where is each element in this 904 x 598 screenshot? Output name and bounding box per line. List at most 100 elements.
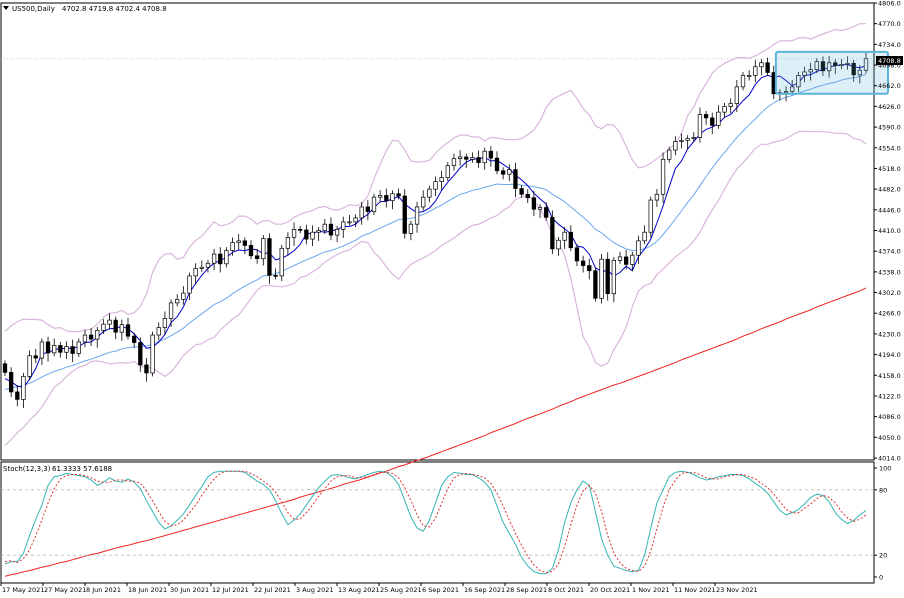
candle — [507, 164, 512, 182]
candle-body-down — [138, 342, 143, 366]
candle — [623, 250, 629, 270]
x-tick-label: 18 Jun 2021 — [128, 586, 167, 594]
candle — [710, 112, 715, 134]
candle-body-up — [439, 177, 444, 183]
candle-body-up — [27, 355, 32, 377]
candle-body-up — [230, 242, 235, 251]
candle — [464, 153, 469, 168]
candle-body-up — [76, 341, 81, 354]
candle-body-up — [341, 221, 346, 230]
candle — [291, 222, 297, 247]
x-tick-label: 3 Aug 2021 — [296, 586, 334, 594]
candle-body-up — [746, 75, 752, 77]
candle-body-up — [451, 158, 457, 166]
candle-body-up — [433, 181, 438, 190]
candle — [113, 316, 118, 340]
stoch-panel-border — [0, 461, 875, 584]
candle — [593, 267, 598, 302]
candle — [255, 248, 260, 264]
candle — [728, 98, 733, 114]
candle-body-up — [722, 106, 727, 113]
candle-body-up — [857, 69, 862, 76]
candle — [27, 350, 32, 380]
candle-body-up — [359, 206, 364, 219]
candle — [427, 185, 432, 203]
chart-header: US500,Daily 4702.8 4719.8 4702.4 4708.8 — [3, 5, 167, 13]
y-tick-label: 4554.0 — [878, 144, 901, 152]
y-tick-label: 4806.0 — [878, 0, 901, 8]
candle — [402, 189, 407, 239]
candle — [52, 338, 57, 357]
candle — [679, 133, 684, 149]
candle — [697, 107, 703, 143]
y-tick-label: 4266.0 — [878, 310, 901, 318]
candle-body-down — [544, 207, 549, 218]
candle — [390, 190, 395, 210]
candle-body-down — [2, 363, 8, 373]
candle-body-up — [421, 196, 426, 208]
candle-body-down — [605, 258, 610, 295]
y-tick-label: 4590.0 — [878, 124, 901, 132]
candle-body-up — [162, 318, 168, 328]
candle-body-down — [15, 391, 20, 400]
price-label: 4708.8 — [876, 56, 903, 65]
candle — [365, 200, 370, 221]
x-tick-label: 22 Jul 2021 — [254, 586, 291, 594]
y-tick-label: 4050.0 — [878, 434, 901, 442]
candle — [691, 132, 696, 143]
candle-body-up — [826, 62, 832, 72]
candle — [790, 79, 795, 95]
y-tick-label: 4302.0 — [878, 289, 901, 297]
x-tick-label: 12 Jul 2021 — [212, 586, 249, 594]
candle — [759, 59, 764, 76]
candle — [82, 329, 88, 348]
candle — [205, 259, 211, 273]
candle-body-down — [9, 372, 14, 393]
candle-body-up — [790, 86, 795, 92]
candle-body-up — [740, 75, 746, 88]
bollinger-upper — [4, 23, 866, 333]
candle — [199, 260, 204, 272]
y-tick-label: 4194.0 — [878, 351, 901, 359]
candle — [556, 236, 561, 256]
candle — [642, 225, 647, 245]
y-tick-label: 4482.0 — [878, 186, 901, 194]
candle-body-up — [291, 229, 297, 238]
dropdown-arrow-icon[interactable] — [3, 6, 9, 10]
candle-body-up — [156, 327, 161, 336]
candle — [76, 338, 81, 357]
candle-body-down — [710, 117, 715, 126]
candle-body-up — [611, 260, 616, 295]
candle — [15, 385, 20, 407]
candle-body-down — [488, 150, 493, 159]
candle — [175, 294, 180, 307]
candle — [648, 196, 653, 238]
y-tick-label: 4662.0 — [878, 82, 901, 90]
candle — [537, 204, 543, 218]
candle-body-down — [273, 274, 278, 277]
candle — [371, 193, 377, 215]
candle — [488, 146, 493, 167]
candle-body-up — [107, 319, 112, 325]
candle-body-down — [298, 229, 303, 231]
y-tick-label: 4446.0 — [878, 206, 901, 214]
candle — [814, 58, 819, 74]
candle-body-down — [513, 169, 518, 189]
candle-body-up — [648, 199, 653, 233]
candle — [58, 341, 63, 358]
candle-body-up — [408, 223, 414, 234]
candle-body-up — [654, 193, 660, 201]
candle-body-up — [64, 346, 69, 353]
candle — [95, 327, 100, 348]
candle — [285, 232, 291, 256]
highlight-overlay — [1, 50, 890, 95]
candle-body-down — [402, 195, 407, 234]
candle — [2, 360, 8, 376]
y-tick-label: 4338.0 — [878, 268, 901, 276]
candle — [574, 244, 580, 267]
x-tick-label: 11 Nov 2021 — [674, 586, 716, 594]
x-tick-label: 13 Aug 2021 — [338, 586, 380, 594]
candle — [341, 216, 346, 238]
candle-body-up — [211, 253, 217, 264]
